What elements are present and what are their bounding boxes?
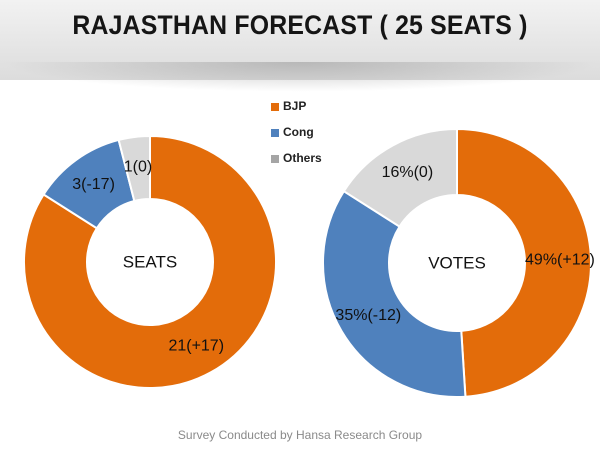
page-title: RAJASTHAN FORECAST ( 25 SEATS ) [72,10,528,40]
votes-center-label: VOTES [428,254,486,273]
banner-shadow [0,62,600,92]
footer-credit: Survey Conducted by Hansa Research Group [177,428,423,442]
votes-slice-bjp [456,127,593,398]
legend-label-others: Others [283,151,322,165]
seats-slice-others [117,134,151,203]
legend-swatch-cong [271,129,279,137]
legend-swatch-bjp [271,103,279,111]
seats-data-label-others: 1(0) [124,158,152,175]
seats-slice-bjp [23,134,277,389]
seats-data-label-bjp: 21(+17) [168,338,224,355]
seats-data-label-cong: 3(-17) [72,176,115,193]
votes-data-label-bjp: 49%(+12) [525,251,595,268]
legend-swatch-others [271,155,279,163]
legend-label-cong: Cong [283,125,314,139]
votes-slice-cong [322,189,467,398]
votes-slice-others [342,127,458,228]
seats-center-label: SEATS [123,253,177,272]
votes-data-label-others: 16%(0) [382,164,434,181]
votes-data-label-cong: 35%(-12) [335,307,401,324]
legend-label-bjp: BJP [283,99,307,113]
